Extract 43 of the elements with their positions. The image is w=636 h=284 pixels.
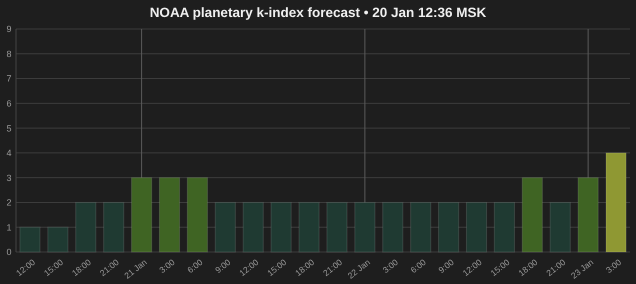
- bar: [326, 202, 348, 252]
- bar: [382, 202, 404, 252]
- bar: [466, 202, 488, 252]
- bar: [158, 177, 180, 252]
- bar: [578, 177, 599, 252]
- x-tick-label: 3:00: [157, 256, 177, 276]
- y-tick-label: 6: [6, 98, 12, 108]
- bar: [494, 202, 515, 252]
- bar: [75, 202, 96, 252]
- x-tick-label: 3:00: [604, 256, 624, 276]
- x-tick-label: 3:00: [380, 256, 400, 276]
- x-tick-label: 23 Jan: [568, 256, 596, 281]
- y-tick-label: 9: [6, 24, 12, 34]
- bar: [47, 226, 68, 252]
- bar: [354, 202, 376, 252]
- x-tick-label: 6:00: [408, 256, 428, 276]
- bar: [131, 177, 152, 252]
- bar: [103, 202, 124, 252]
- x-tick-label: 9:00: [436, 256, 456, 276]
- bar: [270, 202, 292, 252]
- y-tick-label: 4: [6, 148, 12, 158]
- x-tick-label: 6:00: [185, 256, 205, 276]
- bar: [550, 202, 571, 252]
- bar: [242, 202, 264, 252]
- bar: [186, 177, 208, 252]
- bar: [606, 152, 627, 252]
- y-tick-label: 1: [6, 222, 12, 232]
- x-tick-label: 21 Jan: [122, 256, 149, 281]
- y-tick-label: 3: [6, 172, 12, 183]
- y-tick-label: 8: [6, 48, 12, 59]
- bar: [298, 202, 320, 252]
- bar: [19, 226, 40, 252]
- y-tick-label: 7: [6, 74, 12, 84]
- bar: [522, 177, 543, 252]
- bar: [214, 202, 236, 252]
- bar: [410, 202, 432, 252]
- bar: [438, 202, 460, 252]
- x-tick-label: 9:00: [213, 256, 233, 276]
- y-tick-label: 2: [6, 198, 12, 208]
- chart-title: NOAA planetary k-index forecast • 20 Jan 12:36 MSK: [150, 5, 487, 20]
- x-tick-label: 22 Jan: [346, 256, 372, 281]
- y-tick-label: 0: [6, 247, 12, 258]
- y-tick-label: 5: [6, 123, 12, 134]
